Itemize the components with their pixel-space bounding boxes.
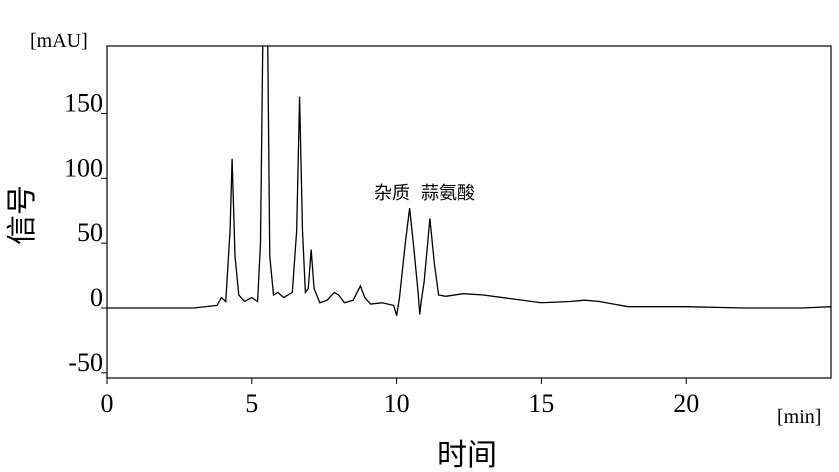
x-axis-title: 时间 xyxy=(437,439,497,472)
annotation: 蒜氨酸 xyxy=(421,183,475,203)
y-axis-title: 信号 xyxy=(6,185,39,245)
x-unit: [min] xyxy=(777,406,821,428)
y-tick-label: 150 xyxy=(64,88,103,117)
x-tick-label: 15 xyxy=(528,389,554,418)
trace xyxy=(107,46,831,316)
x-tick-label: 10 xyxy=(384,389,410,418)
x-tick-label: 5 xyxy=(245,389,258,418)
y-tick-label: -50 xyxy=(68,348,103,377)
y-unit: [mAU] xyxy=(30,30,88,52)
annotation: 杂质 xyxy=(374,183,410,203)
y-tick-label: 50 xyxy=(77,218,103,247)
y-tick-label: 0 xyxy=(90,283,103,312)
plot-frame xyxy=(106,45,832,379)
x-tick-label: 20 xyxy=(673,389,699,418)
y-tick-label: 100 xyxy=(64,153,103,182)
x-tick-label: 0 xyxy=(101,389,114,418)
